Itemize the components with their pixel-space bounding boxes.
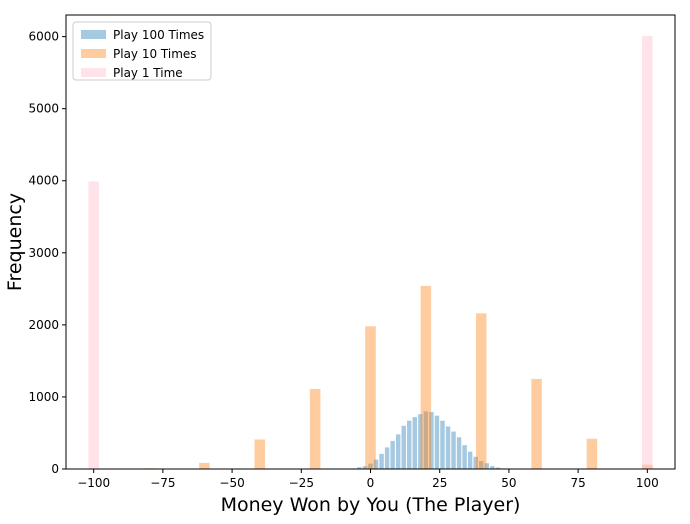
y-tick-label-5: 5000	[28, 102, 59, 116]
bar-series1-26	[490, 466, 495, 469]
legend-swatch-2	[81, 68, 106, 77]
bar-series2-8	[586, 438, 598, 469]
x-tick-label-6: 50	[501, 476, 516, 490]
x-tick-label-7: 75	[570, 476, 585, 490]
bar-series1-9	[395, 434, 401, 469]
x-tick-label-0: −100	[77, 476, 110, 490]
bar-series3-1	[642, 35, 653, 470]
bar-series1-16	[434, 415, 440, 469]
bar-series1-15	[429, 412, 434, 469]
bar-series1-20	[456, 437, 462, 469]
legend-label-0: Play 100 Times	[113, 28, 204, 42]
bar-series1-24	[479, 461, 484, 469]
bar-series1-25	[484, 463, 489, 469]
y-tick-label-2: 2000	[28, 318, 59, 332]
bar-series3-0	[88, 181, 99, 469]
bar-series1-7	[384, 447, 390, 469]
bar-series1-11	[407, 420, 412, 469]
bar-series2-2	[254, 439, 266, 469]
x-axis-label: Money Won by You (The Player)	[221, 494, 521, 516]
x-tick-label-8: 100	[636, 476, 659, 490]
bars-layer	[88, 35, 653, 470]
bar-series2-9	[642, 464, 653, 469]
bar-series1-3	[362, 466, 368, 469]
y-tick-label-6: 6000	[28, 30, 59, 44]
bar-series1-13	[418, 414, 423, 469]
x-tick-label-5: 25	[432, 476, 447, 490]
bar-series2-3	[309, 389, 321, 469]
bar-series1-27	[495, 467, 501, 469]
y-tick-label-4: 4000	[28, 174, 59, 188]
x-tick-label-2: −50	[219, 476, 244, 490]
bar-series2-1	[199, 462, 210, 469]
bar-series1-2	[357, 467, 362, 469]
bar-series2-6	[475, 313, 487, 469]
bar-series1-17	[440, 420, 445, 469]
y-tick-label-0: 0	[51, 462, 59, 476]
y-axis-ticks: 0 1000 2000 3000 4000 5000 6000	[28, 30, 66, 476]
bar-series1-18	[445, 426, 451, 469]
x-tick-label-4: 0	[367, 476, 375, 490]
y-tick-label-1: 1000	[28, 390, 59, 404]
bar-series2-4	[365, 326, 376, 469]
legend: Play 100 Times Play 10 Times Play 1 Time	[72, 21, 212, 81]
bar-series1-23	[473, 456, 478, 469]
bar-series1-5	[373, 459, 379, 469]
bar-series2-5	[420, 285, 432, 469]
y-tick-label-3: 3000	[28, 246, 59, 260]
bar-series1-8	[390, 440, 395, 469]
legend-label-2: Play 1 Time	[113, 66, 183, 80]
y-axis-label: Frequency	[4, 193, 26, 291]
bar-series1-19	[451, 431, 456, 469]
legend-swatch-0	[81, 30, 106, 39]
bar-series1-6	[379, 453, 384, 469]
legend-box	[72, 21, 212, 81]
x-tick-label-3: −25	[289, 476, 314, 490]
x-axis-ticks: −100 −75 −50 −25 0 25 50 75 100	[77, 469, 659, 490]
bar-series1-22	[467, 451, 473, 469]
legend-label-1: Play 10 Times	[113, 47, 197, 61]
legend-swatch-1	[81, 49, 106, 58]
bar-series2-7	[531, 378, 542, 469]
bar-series1-4	[368, 463, 373, 469]
bar-series1-10	[401, 425, 406, 469]
x-tick-label-1: −75	[150, 476, 175, 490]
bar-series1-12	[412, 417, 418, 469]
bar-series1-21	[462, 445, 467, 469]
bar-series1-14	[423, 411, 429, 469]
